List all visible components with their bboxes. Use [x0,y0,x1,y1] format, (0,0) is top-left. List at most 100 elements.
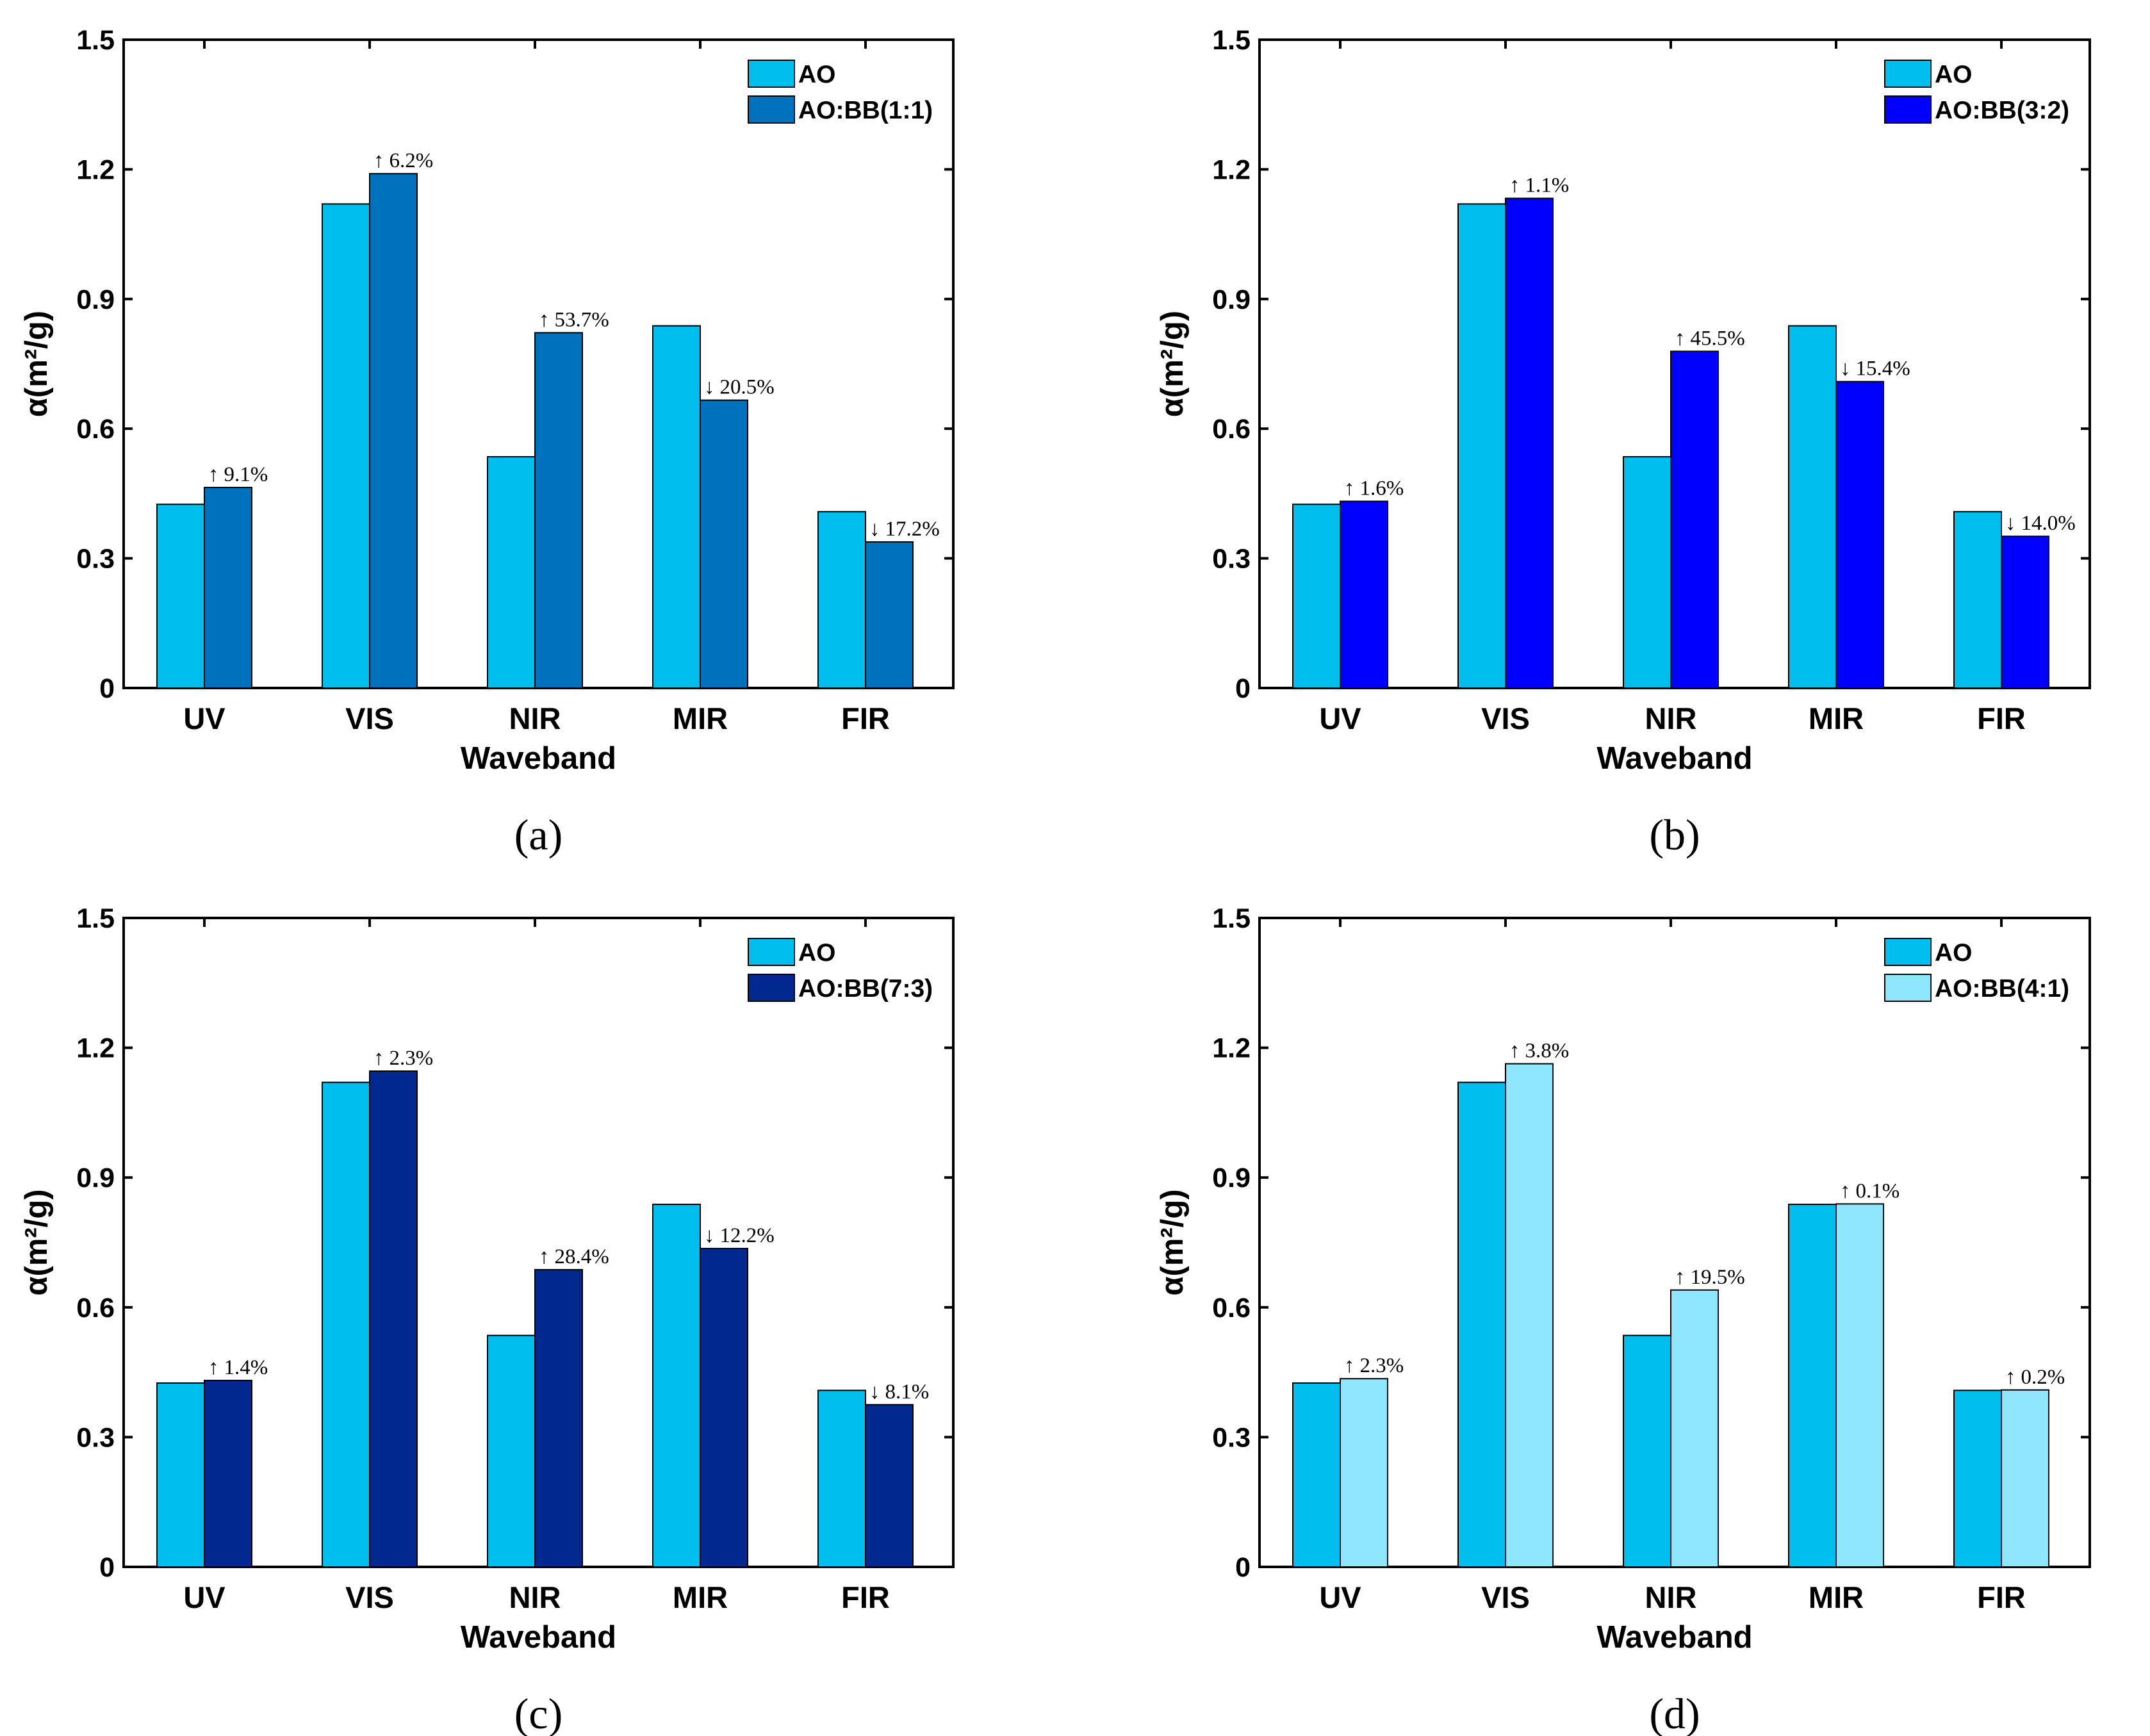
bar-ao-bb-fir [2001,1389,2049,1568]
bar-ao-bb-vis [1505,197,1554,689]
panel-label: (a) [514,810,562,859]
x-tick-label: NIR [1645,701,1697,735]
bar-ao-bb-nir [534,332,583,689]
bar-ao-mir [652,325,701,689]
x-axis-title: Waveband [461,741,616,776]
change-percent: 28.4% [555,1245,609,1268]
change-arrow-up-icon: ↑ [373,1047,384,1070]
y-tick-label: 1.2 [76,154,115,185]
y-tick-label: 0 [99,1552,115,1583]
change-annotation: ↑ 1.6% [1344,477,1404,500]
x-tick-label: NIR [509,1580,561,1614]
y-tick-label: 1.2 [1212,154,1251,185]
x-tick-label: NIR [509,701,561,735]
legend-label: AO [1935,939,1973,967]
bar-ao-bb-vis [1505,1063,1554,1568]
bar-ao-bb-fir [865,541,914,689]
change-percent: 15.4% [1856,357,1910,381]
y-tick-label: 0 [1235,673,1251,704]
change-arrow-up-icon: ↑ [1675,1266,1686,1289]
change-arrow-up-icon: ↑ [539,1245,550,1268]
panel-label: (b) [1649,810,1700,859]
legend-swatch-ao-bb [748,95,795,124]
change-annotation: ↑ 28.4% [539,1245,609,1268]
bar-ao-fir [817,1389,866,1568]
change-arrow-up-icon: ↑ [1675,327,1686,350]
legend-swatch-ao-bb [748,974,795,1002]
change-arrow-up-icon: ↑ [208,463,219,486]
y-axis-title: α(m²/g) [1155,311,1190,417]
y-tick-label: 0.3 [1212,1422,1251,1453]
bar-ao-mir [1788,1204,1837,1568]
y-tick-label: 1.5 [1212,25,1251,56]
y-tick-label: 1.5 [76,25,115,56]
change-annotation: ↑ 53.7% [539,308,609,331]
change-percent: 1.4% [224,1356,268,1379]
bar-ao-bb-fir [2001,536,2049,689]
x-tick-label: UV [1319,1580,1361,1614]
legend-swatch-ao-bb [1884,974,1932,1002]
bar-ao-vis [1457,203,1506,689]
bar-ao-nir [1623,1334,1671,1568]
change-arrow-up-icon: ↑ [539,308,550,331]
x-tick-label: VIS [345,701,394,735]
change-percent: 19.5% [1691,1266,1745,1289]
x-axis-title: Waveband [1596,1620,1752,1655]
bar-ao-bb-mir [700,1247,748,1568]
bar-ao-bb-nir [1670,350,1719,689]
x-tick-label: VIS [1481,701,1530,735]
change-annotation: ↓ 15.4% [1840,357,1910,381]
change-arrow-up-icon: ↑ [373,149,384,172]
bar-ao-bb-nir [1670,1289,1719,1568]
legend-label: AO [798,939,836,967]
y-tick-label: 0.3 [76,1422,115,1453]
change-percent: 20.5% [720,376,775,399]
legend-label: AO:BB(1:1) [798,97,933,124]
x-tick-label: UV [183,1580,226,1614]
y-tick-label: 0.9 [1212,1163,1251,1193]
bar-ao-fir [1953,511,2002,689]
bar-ao-bb-fir [865,1404,914,1568]
bar-ao-fir [817,511,866,689]
change-annotation: ↓ 20.5% [704,376,775,399]
change-percent: 2.3% [390,1047,434,1070]
x-tick-label: FIR [841,701,890,735]
change-annotation: ↑ 0.2% [2005,1366,2065,1389]
bar-ao-uv [156,1382,205,1568]
bar-ao-uv [1292,504,1341,689]
x-tick-label: UV [1319,701,1361,735]
x-tick-label: FIR [1977,701,2026,735]
bar-ao-bb-mir [700,399,748,689]
change-annotation: ↓ 17.2% [869,518,940,541]
change-annotation: ↑ 3.8% [1509,1040,1569,1063]
x-axis-title: Waveband [1596,741,1752,776]
change-annotation: ↑ 2.3% [1344,1354,1404,1377]
change-annotation: ↑ 1.1% [1509,174,1569,197]
x-tick-label: FIR [841,1580,890,1614]
x-tick-label: VIS [1481,1580,1530,1614]
change-percent: 9.1% [224,463,268,486]
bar-ao-mir [652,1204,701,1568]
legend-label: AO:BB(4:1) [1935,975,2069,1003]
change-percent: 45.5% [1691,327,1745,350]
x-tick-label: MIR [1809,701,1864,735]
change-annotation: ↓ 12.2% [704,1224,775,1247]
bar-ao-bb-mir [1835,1203,1884,1568]
y-tick-label: 0.6 [1212,1293,1251,1323]
change-arrow-down-icon: ↓ [704,1224,715,1247]
change-annotation: ↑ 1.4% [208,1356,268,1379]
bar-ao-bb-vis [369,1070,418,1568]
legend-swatch-ao [748,938,795,966]
bar-ao-bb-uv [1340,500,1388,689]
bar-ao-bb-nir [534,1269,583,1568]
change-percent: 3.8% [1525,1040,1570,1063]
y-tick-label: 1.5 [1212,903,1251,934]
change-arrow-up-icon: ↑ [208,1356,219,1379]
change-annotation: ↑ 0.1% [1840,1179,1900,1202]
change-annotation: ↑ 19.5% [1675,1266,1745,1289]
change-percent: 12.2% [720,1224,775,1247]
change-annotation: ↓ 14.0% [2005,512,2076,535]
change-annotation: ↑ 6.2% [373,149,433,172]
y-tick-label: 0.6 [1212,414,1251,445]
bar-ao-vis [322,1081,370,1568]
